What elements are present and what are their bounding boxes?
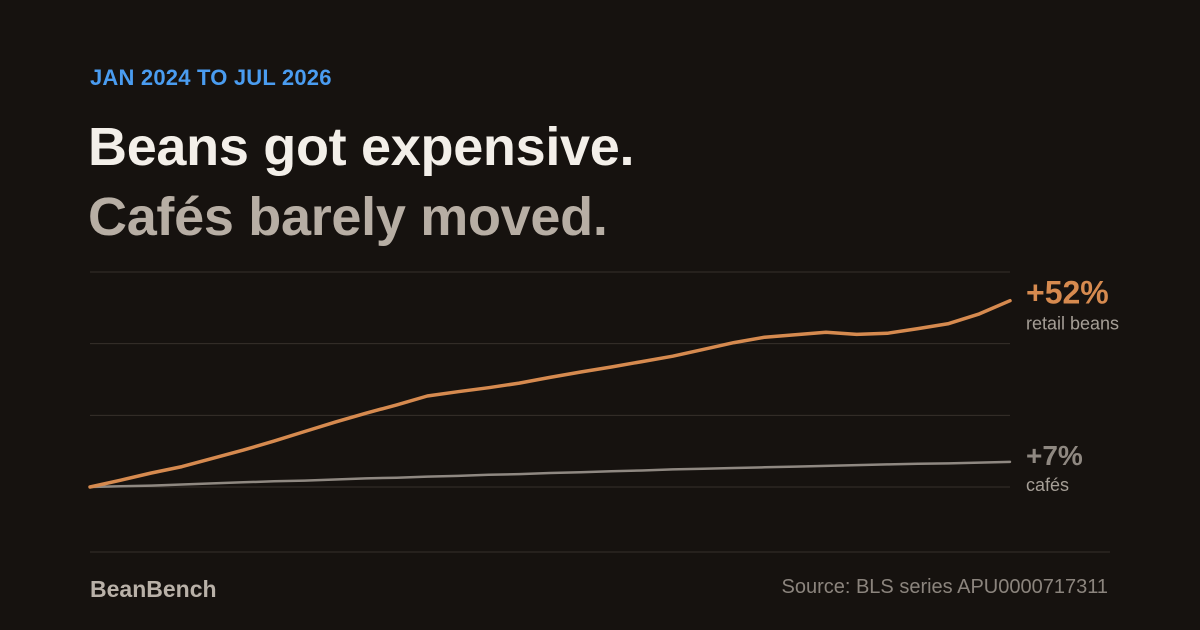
brand-logo-text: BeanBench xyxy=(90,576,217,602)
date-range-eyebrow: JAN 2024 TO JUL 2026 xyxy=(90,65,332,90)
chart-gridlines xyxy=(90,271,1010,488)
source-note: Source: BLS series APU0000717311 xyxy=(781,576,1108,598)
chart-series xyxy=(88,298,1012,489)
chart-end-labels: +7% cafés +52% retail beans xyxy=(1026,275,1119,495)
headline-line-2: Cafés barely moved. xyxy=(88,187,608,247)
end-label-name-cafes: cafés xyxy=(1026,475,1069,495)
series-line-cafes xyxy=(88,460,1012,489)
series-line-beans xyxy=(88,298,1012,489)
headline-line-1: Beans got expensive. xyxy=(88,117,635,177)
end-label-value-cafes: +7% xyxy=(1026,440,1083,471)
end-label-value-beans: +52% xyxy=(1026,275,1109,311)
end-label-name-beans: retail beans xyxy=(1026,314,1119,334)
